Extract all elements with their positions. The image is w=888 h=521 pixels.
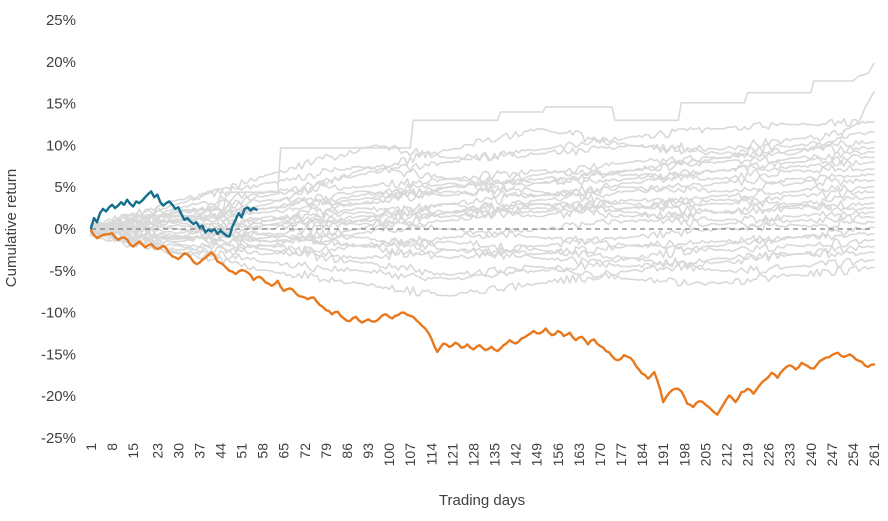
- y-axis-tick-labels: 25% 20% 15% 10% 5% 0% -5% -10% -15% -20% -25%: [41, 12, 76, 447]
- series-sim-03: [90, 118, 875, 233]
- x-tick-label: 23: [149, 443, 165, 459]
- x-axis-title: Trading days: [439, 492, 525, 509]
- x-tick-label: 8: [104, 443, 120, 451]
- y-tick-label: 5%: [54, 179, 76, 196]
- y-tick-label: -10%: [41, 305, 76, 322]
- x-tick-label: 72: [297, 443, 313, 459]
- x-tick-label: 156: [550, 443, 566, 467]
- x-tick-label: 114: [423, 443, 439, 466]
- x-tick-label: 170: [592, 443, 608, 467]
- y-tick-label: -25%: [41, 430, 76, 447]
- series-sim-10: [90, 164, 875, 230]
- x-tick-label: 163: [571, 443, 587, 467]
- series-sim-16: [90, 181, 875, 235]
- series-sim-27: [90, 225, 875, 287]
- series-current-path: [89, 190, 258, 238]
- x-tick-label: 121: [444, 443, 460, 467]
- series-sim-22: [90, 215, 875, 249]
- x-tick-label: 149: [529, 443, 545, 467]
- x-tick-label: 100: [381, 443, 397, 467]
- series-sim-23: [90, 234, 875, 261]
- x-tick-label: 65: [276, 443, 292, 459]
- y-tick-label: 15%: [46, 96, 76, 113]
- y-tick-label: -5%: [49, 263, 76, 280]
- y-tick-label: -20%: [41, 388, 76, 405]
- plot-area: [89, 62, 876, 416]
- y-axis-title: Cumulative return: [3, 169, 20, 287]
- series-sim-02: [90, 91, 875, 229]
- x-tick-label: 30: [170, 443, 186, 459]
- x-tick-label: 198: [676, 443, 692, 467]
- y-tick-label: -15%: [41, 346, 76, 363]
- x-tick-label: 86: [339, 443, 355, 459]
- x-tick-label: 261: [866, 443, 882, 467]
- series-sim-19: [90, 214, 875, 247]
- series-sim-26: [90, 229, 875, 275]
- y-tick-label: 0%: [54, 221, 76, 238]
- series-sim-12: [90, 177, 875, 226]
- series-sim-17: [90, 203, 875, 248]
- x-tick-label: 233: [782, 443, 798, 467]
- x-tick-label: 51: [234, 443, 250, 459]
- y-tick-label: 10%: [46, 137, 76, 154]
- x-tick-label: 226: [761, 443, 777, 467]
- x-tick-label: 58: [255, 443, 271, 459]
- x-tick-label: 247: [824, 443, 840, 467]
- y-tick-label: 25%: [46, 12, 76, 29]
- x-tick-label: 79: [318, 443, 334, 459]
- x-tick-label: 177: [613, 443, 629, 467]
- x-tick-label: 93: [360, 443, 376, 459]
- x-tick-label: 212: [718, 443, 734, 467]
- series-sim-25: [90, 222, 875, 269]
- x-tick-label: 184: [634, 443, 650, 467]
- x-tick-label: 135: [487, 443, 503, 467]
- series-sim-24: [90, 228, 875, 297]
- x-tick-label: 107: [402, 443, 418, 467]
- x-tick-label: 254: [845, 443, 861, 467]
- y-tick-label: 20%: [46, 54, 76, 71]
- x-tick-label: 15: [125, 443, 141, 459]
- series-sim-18: [90, 202, 875, 230]
- x-tick-label: 37: [191, 443, 207, 459]
- x-tick-label: 142: [508, 443, 524, 467]
- x-tick-label: 128: [466, 443, 482, 467]
- x-tick-label: 44: [213, 443, 229, 459]
- x-tick-label: 240: [803, 443, 819, 467]
- series-sim-05: [90, 127, 875, 231]
- series-sim-04: [90, 129, 875, 226]
- series-worst-path: [89, 229, 876, 416]
- x-tick-label: 219: [740, 443, 756, 467]
- x-tick-label: 1: [83, 443, 99, 451]
- x-tick-label: 205: [697, 443, 713, 467]
- x-axis-tick-labels: 1 8 15 23 30 37 44 51 58 65 72 79 86 93 100 107 114 121 12…: [83, 443, 882, 467]
- x-tick-label: 191: [655, 443, 671, 467]
